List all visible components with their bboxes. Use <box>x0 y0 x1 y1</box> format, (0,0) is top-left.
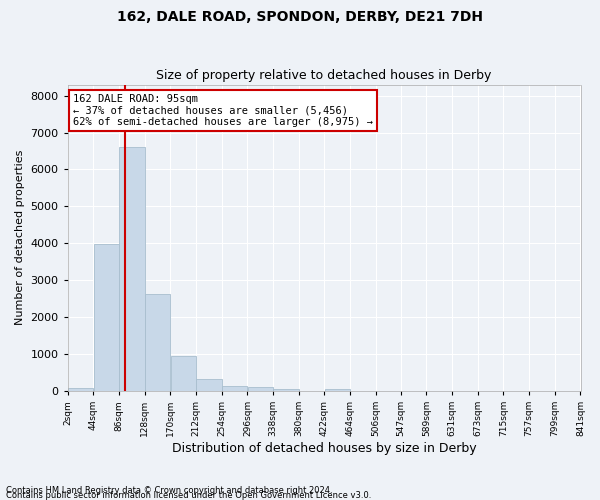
Bar <box>119 148 145 391</box>
Bar <box>273 389 299 391</box>
Title: Size of property relative to detached houses in Derby: Size of property relative to detached ho… <box>157 69 492 82</box>
Bar <box>222 386 247 391</box>
Text: Contains public sector information licensed under the Open Government Licence v3: Contains public sector information licen… <box>6 490 371 500</box>
Text: 162, DALE ROAD, SPONDON, DERBY, DE21 7DH: 162, DALE ROAD, SPONDON, DERBY, DE21 7DH <box>117 10 483 24</box>
Text: Contains HM Land Registry data © Crown copyright and database right 2024.: Contains HM Land Registry data © Crown c… <box>6 486 332 495</box>
Bar <box>196 379 221 391</box>
Bar <box>248 388 273 391</box>
X-axis label: Distribution of detached houses by size in Derby: Distribution of detached houses by size … <box>172 442 476 455</box>
Bar <box>325 389 350 391</box>
Text: 162 DALE ROAD: 95sqm
← 37% of detached houses are smaller (5,456)
62% of semi-de: 162 DALE ROAD: 95sqm ← 37% of detached h… <box>73 94 373 127</box>
Y-axis label: Number of detached properties: Number of detached properties <box>15 150 25 326</box>
Bar <box>68 388 93 391</box>
Bar <box>145 294 170 391</box>
Bar <box>170 356 196 391</box>
Bar <box>94 244 119 391</box>
